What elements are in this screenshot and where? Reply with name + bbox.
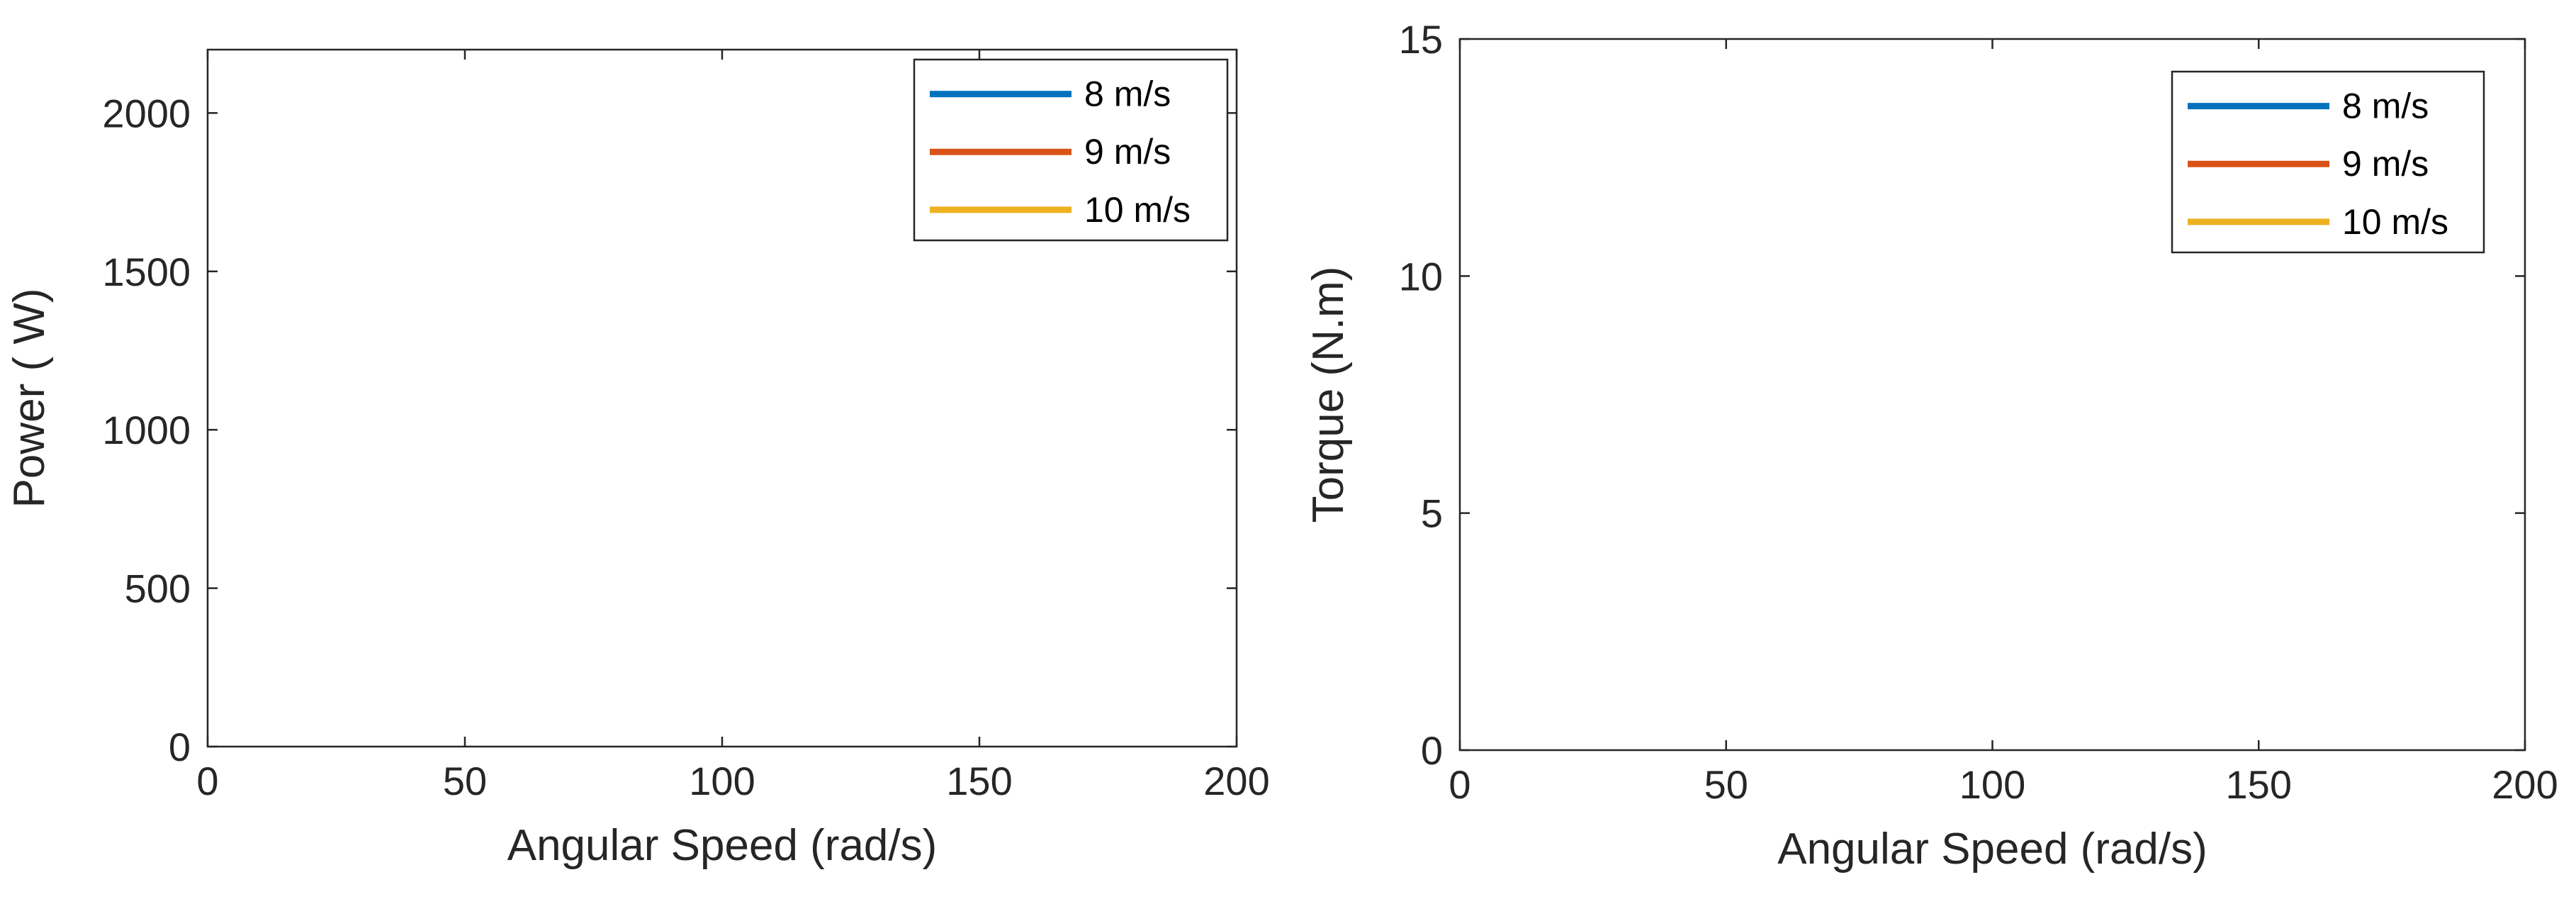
legend-label-10-m-s: 10 m/s (1084, 190, 1191, 230)
y-tick-label-2: 10 (1399, 254, 1443, 298)
legend-label-9-m-s: 9 m/s (2342, 144, 2429, 184)
y-axis-label: Torque (N.m) (1304, 267, 1353, 523)
y-tick-label-3: 15 (1399, 17, 1443, 62)
y-tick-label-4: 2000 (102, 91, 191, 135)
legend-label-8-m-s: 8 m/s (1084, 74, 1171, 114)
x-tick-label-2: 100 (689, 759, 755, 803)
y-tick-label-2: 1000 (102, 408, 191, 452)
y-tick-label-1: 500 (125, 567, 191, 611)
x-axis-label: Angular Speed (rad/s) (1777, 825, 2207, 874)
x-axis-label: Angular Speed (rad/s) (507, 821, 938, 870)
legend-label-9-m-s: 9 m/s (1084, 132, 1171, 172)
legend-label-8-m-s: 8 m/s (2342, 87, 2429, 126)
x-tick-label-4: 200 (2492, 762, 2558, 807)
legend-label-10-m-s: 10 m/s (2342, 202, 2448, 242)
x-tick-label-2: 100 (1959, 762, 2025, 807)
x-tick-label-1: 50 (443, 759, 487, 803)
torque-chart-panel: 0 50 100 150 200 0 5 10 15 Angular Speed (rad/s) T… (1304, 17, 2558, 874)
legend: 8 m/s 9 m/s 10 m/s (913, 58, 1229, 242)
y-tick-label-0: 0 (169, 725, 191, 769)
y-tick-label-1: 5 (1421, 491, 1443, 536)
legend: 8 m/s 9 m/s 10 m/s (2171, 70, 2485, 254)
x-tick-label-4: 200 (1203, 759, 1269, 803)
y-tick-label-3: 1500 (102, 250, 191, 294)
x-tick-label-0: 0 (1449, 762, 1470, 807)
x-tick-label-0: 0 (196, 759, 218, 803)
x-tick-label-3: 150 (946, 759, 1012, 803)
y-tick-label-0: 0 (1421, 728, 1443, 773)
x-tick-label-3: 150 (2226, 762, 2292, 807)
x-tick-label-1: 50 (1704, 762, 1748, 807)
y-axis-label: Power ( W) (5, 289, 54, 508)
